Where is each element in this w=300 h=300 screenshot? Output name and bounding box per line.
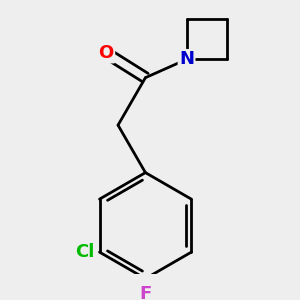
Text: O: O (98, 44, 114, 62)
Text: F: F (139, 285, 152, 300)
Text: Cl: Cl (75, 243, 94, 261)
Text: N: N (179, 50, 194, 68)
